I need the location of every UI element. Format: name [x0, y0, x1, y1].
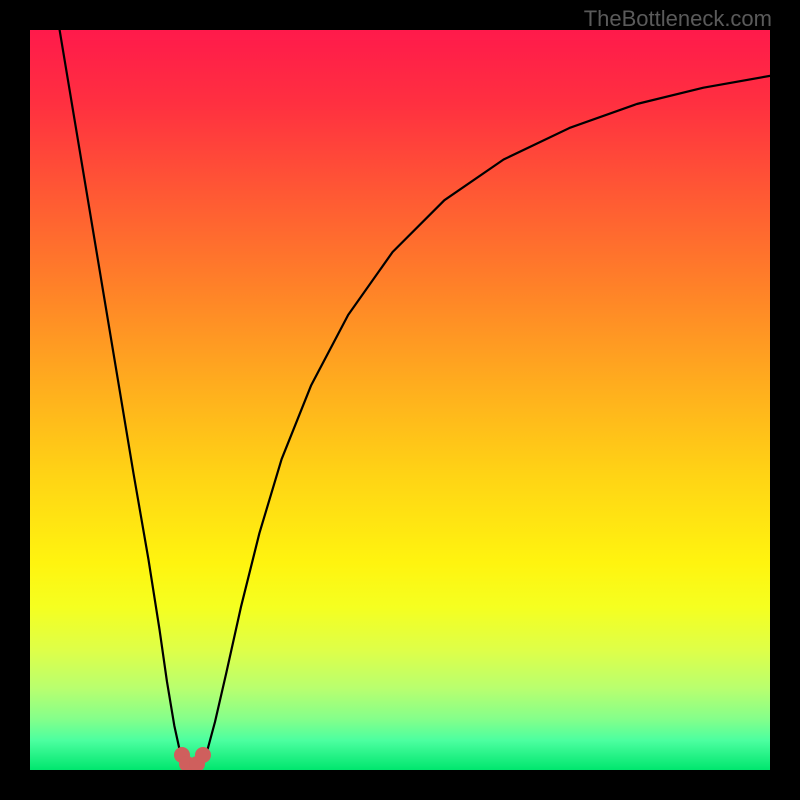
attribution-label: TheBottleneck.com	[584, 6, 772, 32]
plot-area	[30, 30, 770, 770]
chart-frame: TheBottleneck.com	[0, 0, 800, 800]
curve-line	[30, 30, 770, 770]
